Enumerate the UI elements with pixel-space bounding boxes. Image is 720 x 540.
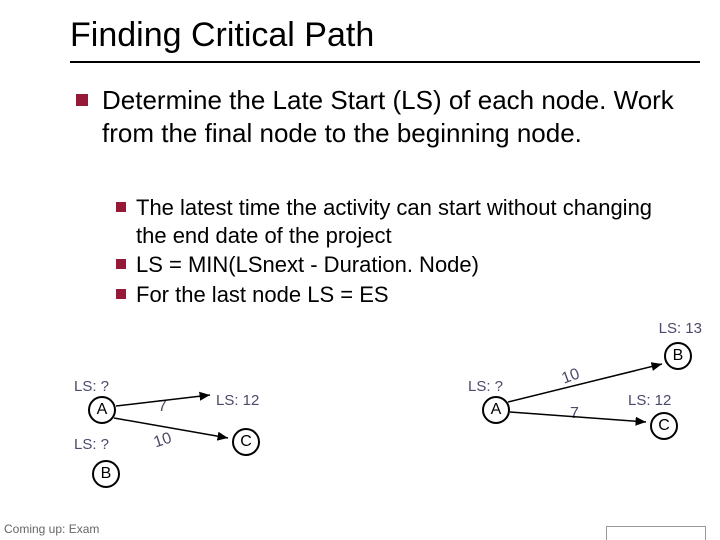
bullet-row: Determine the Late Start (LS) of each no… [76,84,680,149]
node-b: B [92,460,120,488]
node-b: B [664,342,692,370]
page-title: Finding Critical Path [70,16,700,55]
edge-label: 7 [570,405,579,423]
ls-label: LS: 13 [659,320,702,337]
title-bar: Finding Critical Path [70,16,700,63]
main-bullet-text: Determine the Late Start (LS) of each no… [102,84,680,149]
node-c: C [650,412,678,440]
square-bullet-icon [116,289,126,299]
bottom-box [606,526,706,540]
ls-label: LS: 12 [628,392,671,409]
square-bullet-icon [116,202,126,212]
edge-label: 10 [559,365,582,388]
square-bullet-icon [76,94,88,106]
edge-label: 7 [158,398,167,416]
sub-bullet-text: The latest time the activity can start w… [136,194,680,249]
ls-label: LS: ? [468,378,503,395]
sub-bullet-row: The latest time the activity can start w… [116,194,680,249]
sub-bullet-row: LS = MIN(LSnext - Duration. Node) [116,251,680,279]
node-c: C [232,428,260,456]
ls-label: LS: ? [74,378,109,395]
square-bullet-icon [116,259,126,269]
sub-bullets: The latest time the activity can start w… [116,194,680,310]
ls-label: LS: ? [74,436,109,453]
footer-text: Coming up: Exam [4,522,99,536]
sub-bullet-text: LS = MIN(LSnext - Duration. Node) [136,251,479,279]
node-a: A [482,396,510,424]
ls-label: LS: 12 [216,392,259,409]
edge-label: 10 [152,430,174,453]
sub-bullet-text: For the last node LS = ES [136,281,389,309]
sub-bullet-row: For the last node LS = ES [116,281,680,309]
node-a: A [88,396,116,424]
main-bullet: Determine the Late Start (LS) of each no… [76,84,680,149]
